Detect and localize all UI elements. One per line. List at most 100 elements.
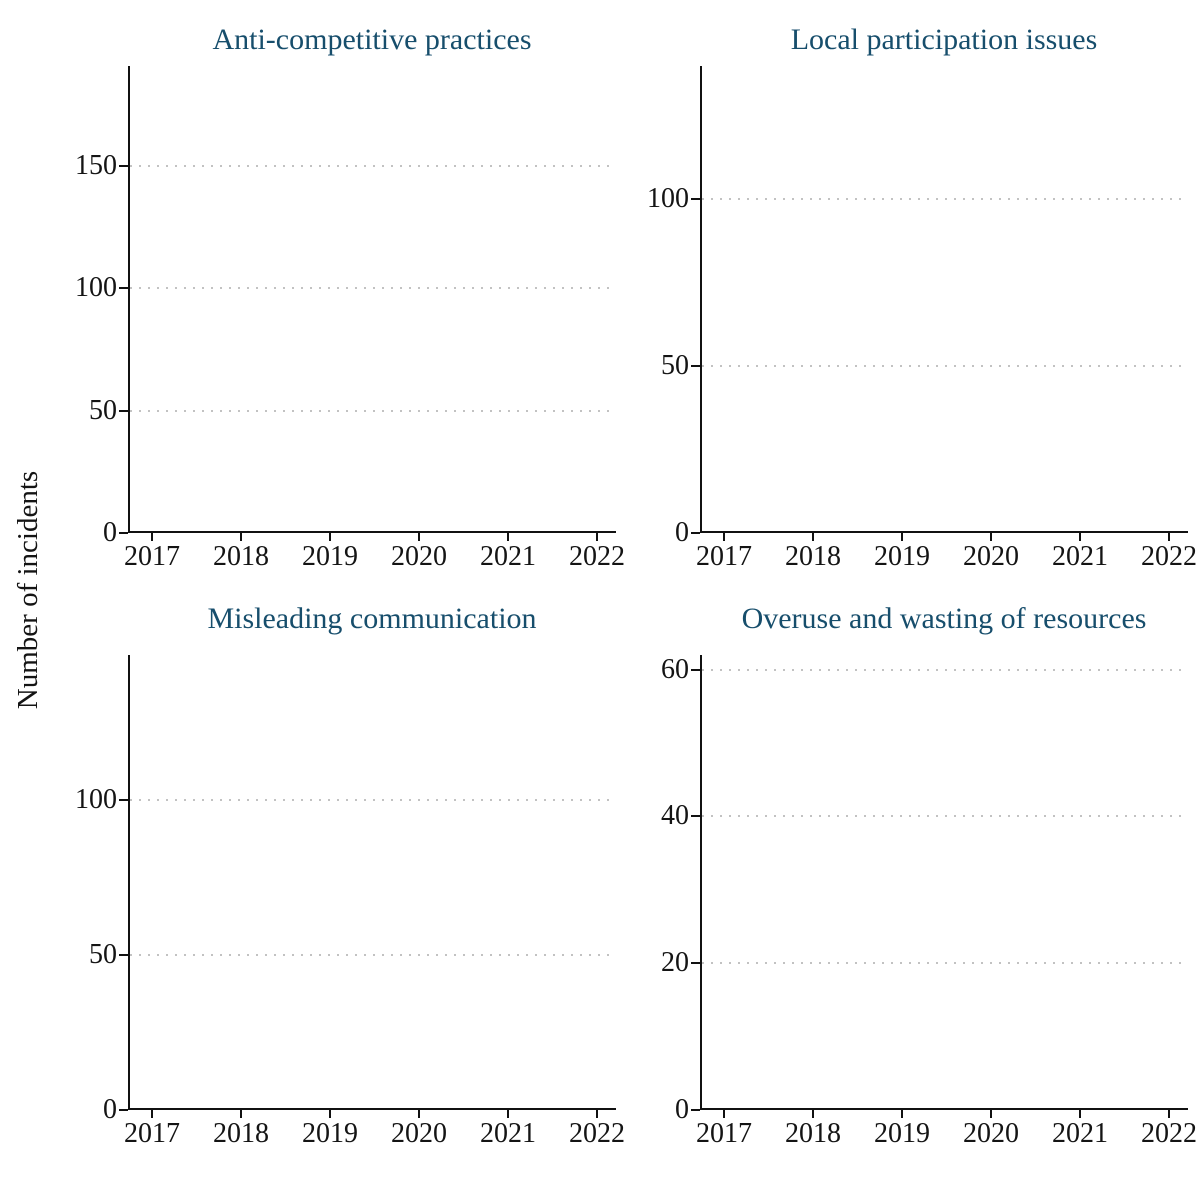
chart-title: Local participation issues — [790, 23, 1098, 56]
plot-area: 0 50 100 2017 2018 2019 2020 2021 2022 — [647, 66, 1197, 572]
chart-title: Misleading communication — [207, 602, 537, 635]
y-tick-label: 40 — [661, 800, 689, 832]
x-tick-mark — [596, 533, 598, 541]
x-tick-label: 2022 — [569, 541, 625, 572]
y-axis-shared-label: Number of incidents — [12, 470, 44, 710]
x-tick-mark — [596, 1110, 598, 1118]
x-tick-label: 2017 — [124, 541, 180, 572]
x-tick-label: 2017 — [124, 1118, 180, 1149]
x-tick-label: 2019 — [302, 541, 358, 572]
y-axis-line — [700, 66, 702, 533]
x-tick-label: 2020 — [963, 1118, 1019, 1149]
x-tick-label: 2018 — [785, 541, 841, 572]
x-tick-label: 2022 — [1141, 1118, 1197, 1149]
y-tick-label: 0 — [103, 517, 117, 548]
y-gridline — [702, 962, 1188, 965]
x-tick-mark — [240, 1110, 242, 1118]
y-gridline — [130, 287, 616, 290]
chart-panel-overuse-and-wasting-of-resources: Overuse and wasting of resources 0 20 40 60… — [661, 602, 1197, 1149]
y-axis-line — [128, 655, 130, 1110]
y-tick-mark — [691, 365, 700, 368]
x-tick-mark — [812, 533, 814, 541]
y-tick-label: 0 — [675, 517, 689, 548]
x-tick-mark — [329, 1110, 331, 1118]
x-tick-label: 2020 — [391, 541, 447, 572]
x-tick-label: 2017 — [696, 541, 752, 572]
x-tick-mark — [1168, 533, 1170, 541]
x-tick-mark — [1168, 1110, 1170, 1118]
x-tick-mark — [151, 1110, 153, 1118]
y-tick-label: 100 — [647, 183, 689, 215]
y-tick-mark — [691, 668, 700, 671]
x-tick-mark — [240, 533, 242, 541]
y-tick-label: 0 — [103, 1094, 117, 1125]
x-tick-mark — [507, 1110, 509, 1118]
y-tick-mark — [691, 532, 700, 534]
x-tick-label: 2022 — [569, 1118, 625, 1149]
y-tick-mark — [691, 198, 700, 201]
y-gridline — [702, 815, 1188, 818]
plot-area: 0 20 40 60 2017 2018 2019 2020 2021 2022 — [661, 655, 1197, 1149]
x-tick-mark — [812, 1110, 814, 1118]
x-tick-mark — [1079, 1110, 1081, 1118]
x-tick-label: 2021 — [480, 1118, 536, 1149]
x-tick-label: 2020 — [963, 541, 1019, 572]
x-tick-label: 2020 — [391, 1118, 447, 1149]
y-tick-mark — [691, 962, 700, 965]
y-tick-mark — [119, 799, 128, 802]
y-gridline — [130, 954, 616, 957]
y-tick-mark — [119, 532, 128, 534]
y-gridline — [130, 409, 616, 412]
x-tick-label: 2019 — [302, 1118, 358, 1149]
x-tick-mark — [418, 1110, 420, 1118]
x-axis-line — [700, 1108, 1188, 1110]
x-tick-label: 2017 — [696, 1118, 752, 1149]
x-tick-mark — [990, 533, 992, 541]
x-tick-mark — [723, 533, 725, 541]
x-tick-label: 2018 — [213, 1118, 269, 1149]
y-tick-label: 150 — [75, 150, 117, 182]
y-tick-label: 50 — [89, 394, 117, 426]
x-tick-label: 2019 — [874, 1118, 930, 1149]
y-axis-line — [128, 66, 130, 533]
x-axis-line — [700, 531, 1188, 533]
y-tick-mark — [119, 287, 128, 290]
y-tick-mark — [691, 815, 700, 818]
y-tick-label: 100 — [75, 784, 117, 816]
x-tick-mark — [990, 1110, 992, 1118]
y-gridline — [702, 365, 1188, 368]
chart-title: Anti-competitive practices — [212, 23, 532, 56]
chart-panel-local-participation-issues: Local participation issues 0 50 100 2017 201… — [647, 23, 1197, 572]
x-axis-line — [128, 1108, 616, 1110]
x-tick-mark — [1079, 533, 1081, 541]
x-tick-label: 2022 — [1141, 541, 1197, 572]
x-tick-mark — [901, 1110, 903, 1118]
x-tick-label: 2021 — [1052, 541, 1108, 572]
chart-title: Overuse and wasting of resources — [741, 602, 1147, 635]
x-tick-label: 2018 — [785, 1118, 841, 1149]
x-tick-mark — [507, 533, 509, 541]
y-tick-mark — [691, 1109, 700, 1111]
y-gridline — [702, 668, 1188, 671]
x-tick-mark — [329, 533, 331, 541]
y-tick-label: 60 — [661, 653, 689, 685]
chart-panel-anti-competitive-practices: Anti-competitive practices 0 50 100 150 2017… — [75, 23, 625, 572]
y-tick-label: 0 — [675, 1094, 689, 1125]
y-gridline — [702, 198, 1188, 201]
x-tick-mark — [901, 533, 903, 541]
y-tick-label: 50 — [661, 350, 689, 382]
x-tick-label: 2019 — [874, 541, 930, 572]
y-tick-label: 20 — [661, 947, 689, 979]
plot-area: 0 50 100 150 2017 2018 2019 2020 2021 2022 — [75, 66, 625, 572]
x-tick-label: 2018 — [213, 541, 269, 572]
y-tick-mark — [119, 165, 128, 168]
y-tick-mark — [119, 1109, 128, 1111]
x-axis-line — [128, 531, 616, 533]
y-gridline — [130, 165, 616, 168]
y-tick-mark — [119, 954, 128, 957]
x-tick-mark — [151, 533, 153, 541]
x-tick-label: 2021 — [480, 541, 536, 572]
x-tick-label: 2021 — [1052, 1118, 1108, 1149]
x-tick-mark — [418, 533, 420, 541]
